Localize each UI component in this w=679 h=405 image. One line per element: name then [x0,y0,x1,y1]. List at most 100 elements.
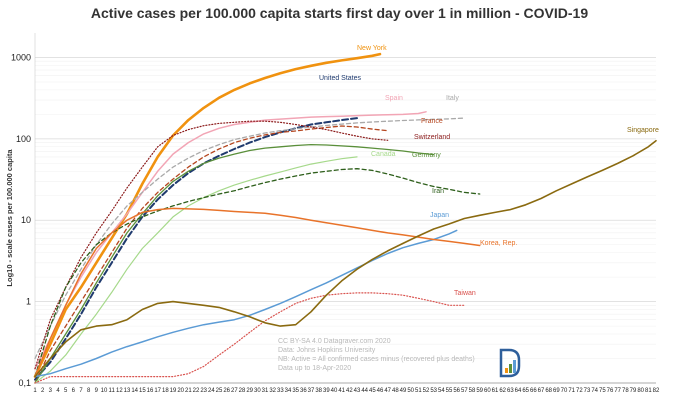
x-tick-label: 17 [154,388,161,394]
x-tick-label: 44 [361,388,368,394]
x-tick-label: 42 [346,388,353,394]
series-line-taiwan [34,292,465,384]
x-tick-label: 41 [338,388,345,394]
x-tick-label: 15 [139,388,146,394]
series-line-switzerland [34,120,389,370]
x-tick-label: 67 [538,388,545,394]
x-tick-label: 53 [430,388,437,394]
series-label-italy: Italy [446,95,459,102]
series-label-singapore: Singapore [627,127,659,134]
series-label-united-states: United States [319,75,362,82]
x-tick-label: 77 [614,388,621,394]
x-tick-label: 1 [33,388,37,394]
series-label-france: France [421,118,443,125]
x-tick-label: 75 [599,388,606,394]
x-tick-label: 5 [64,388,68,394]
series-label-spain: Spain [385,95,403,102]
series-line-japan [34,229,458,378]
series-label-new-york: New York [357,45,387,52]
x-tick-label: 28 [239,388,246,394]
logo-outline [499,348,521,378]
x-tick-label: 56 [453,388,460,394]
x-tick-label: 36 [300,388,307,394]
x-tick-label: 80 [637,388,644,394]
x-tick-label: 10 [101,388,108,394]
series-line-united-states [34,117,358,381]
x-tick-label: 31 [262,388,269,394]
series-line-canada [34,156,358,384]
x-tick-label: 79 [630,388,637,394]
x-tick-label: 8 [87,388,91,394]
x-tick-label: 22 [193,388,200,394]
x-tick-label: 32 [269,388,276,394]
x-tick-label: 71 [568,388,575,394]
series-labels: New York United States Spain Italy France Swi… [319,45,659,297]
x-tick-label: 37 [308,388,315,394]
x-tick-label: 54 [438,388,445,394]
series-label-japan: Japan [430,212,449,219]
x-tick-label: 34 [285,388,292,394]
x-tick-label: 4 [56,388,60,394]
series-line-italy [34,117,465,360]
x-tick-label: 25 [216,388,223,394]
x-tick-label: 52 [423,388,430,394]
x-tick-label: 7 [79,388,83,394]
x-tick-label: 18 [162,388,169,394]
x-tick-label: 26 [223,388,230,394]
annotation-line: CC BY-SA 4.0 Datagraver.com 2020 [278,338,391,345]
x-tick-label: 63 [507,388,514,394]
x-tick-label: 55 [446,388,453,394]
x-tick-label: 59 [476,388,483,394]
x-tick-label: 19 [170,388,177,394]
x-tick-label: 60 [484,388,491,394]
x-tick-label: 6 [72,388,76,394]
x-tick-label: 70 [561,388,568,394]
x-tick-label: 62 [499,388,506,394]
series-lines [33,52,657,384]
x-tick-label: 43 [354,388,361,394]
x-tick-label: 14 [131,388,138,394]
x-tick-label: 11 [109,388,116,394]
x-tick-label: 20 [177,388,184,394]
datagraver-logo [499,348,521,378]
annotation-line: Data: Johns Hopkins University [278,347,376,354]
series-line-iran [34,168,481,378]
annotation-line: Data up to 18-Apr-2020 [278,365,351,372]
series-label-switzerland: Switzerland [414,134,450,141]
x-tick-label: 46 [377,388,384,394]
series-line-singapore [34,139,657,378]
x-tick-label: 50 [407,388,414,394]
grid [35,57,656,384]
logo-bar-2 [509,364,512,373]
x-tick-label: 72 [576,388,583,394]
y-tick-label: 100 [16,134,31,144]
x-tick-label: 82 [653,388,660,394]
x-tick-label: 68 [545,388,552,394]
x-tick-label: 35 [292,388,299,394]
x-tick-label: 23 [200,388,207,394]
y-tick-label: 1 [26,297,31,307]
y-tick-label: 1000 [11,52,31,62]
logo-bar-3 [513,360,516,373]
series-line-new-york [33,52,382,378]
x-tick-label: 57 [461,388,468,394]
x-tick-label: 66 [530,388,537,394]
x-tick-label: 65 [522,388,529,394]
logo-bar-1 [505,368,508,373]
x-tick-label: 16 [147,388,154,394]
x-tick-label: 69 [553,388,560,394]
x-tick-label: 74 [591,388,598,394]
x-tick-label: 73 [584,388,591,394]
series-label-korea-rep: Korea, Rep. [480,240,517,247]
x-tick-label: 81 [645,388,652,394]
x-tick-label: 21 [185,388,192,394]
y-axis-label: Log10 - scale cases per 100.000 capita [5,149,14,287]
x-tick-label: 27 [231,388,238,394]
x-tick-label: 49 [400,388,407,394]
series-line-spain [34,111,427,370]
x-tick-label: 47 [384,388,391,394]
y-tick-label: 10 [21,215,31,225]
x-tick-label: 2 [41,388,45,394]
x-tick-label: 33 [277,388,284,394]
